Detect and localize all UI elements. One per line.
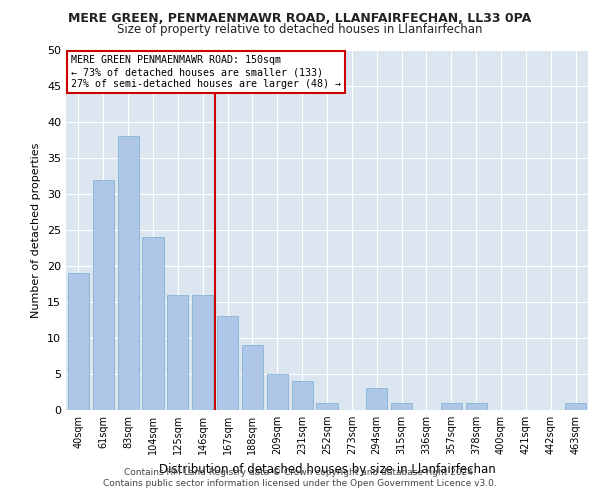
Bar: [316, 403, 338, 410]
Bar: [192, 295, 213, 410]
X-axis label: Distribution of detached houses by size in Llanfairfechan: Distribution of detached houses by size …: [158, 462, 496, 475]
Bar: [118, 136, 139, 410]
Bar: [292, 381, 313, 410]
Bar: [441, 403, 462, 410]
Text: Contains HM Land Registry data © Crown copyright and database right 2024.
Contai: Contains HM Land Registry data © Crown c…: [103, 468, 497, 487]
Bar: [68, 273, 89, 410]
Bar: [93, 180, 114, 410]
Text: MERE GREEN PENMAENMAWR ROAD: 150sqm
← 73% of detached houses are smaller (133)
2: MERE GREEN PENMAENMAWR ROAD: 150sqm ← 73…: [71, 56, 341, 88]
Bar: [466, 403, 487, 410]
Bar: [142, 237, 164, 410]
Y-axis label: Number of detached properties: Number of detached properties: [31, 142, 41, 318]
Bar: [366, 388, 387, 410]
Text: MERE GREEN, PENMAENMAWR ROAD, LLANFAIRFECHAN, LL33 0PA: MERE GREEN, PENMAENMAWR ROAD, LLANFAIRFE…: [68, 12, 532, 26]
Bar: [242, 345, 263, 410]
Bar: [391, 403, 412, 410]
Text: Size of property relative to detached houses in Llanfairfechan: Size of property relative to detached ho…: [117, 22, 483, 36]
Bar: [267, 374, 288, 410]
Bar: [167, 295, 188, 410]
Bar: [217, 316, 238, 410]
Bar: [565, 403, 586, 410]
